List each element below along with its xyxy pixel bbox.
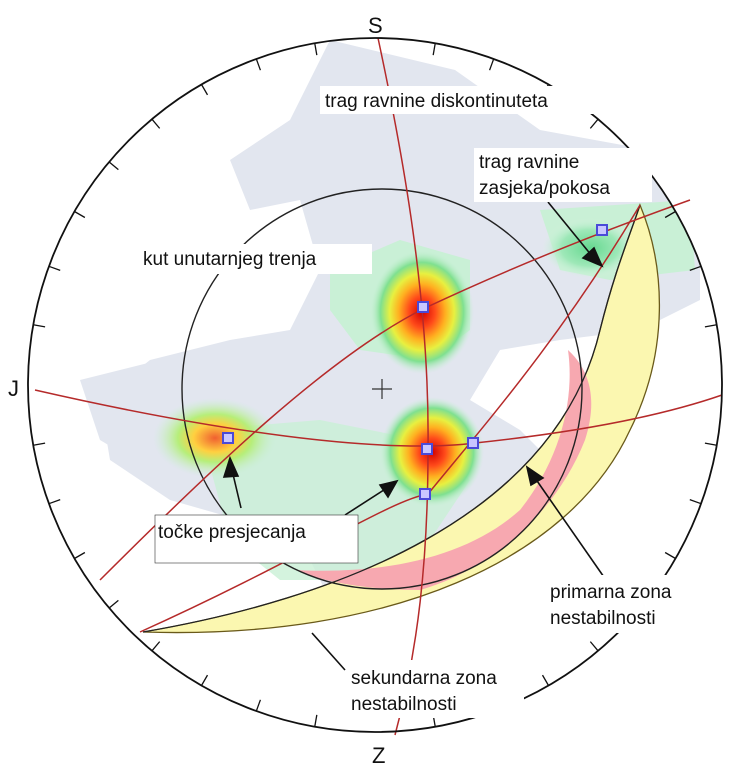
azimuth-tick (314, 43, 318, 56)
azimuth-tick (48, 265, 61, 272)
secondary-zone-label-line2: nestabilnosti (351, 694, 457, 715)
friction-angle-circle (181, 188, 583, 590)
intersection-marker (596, 224, 608, 236)
arrow-head-icon (222, 455, 240, 478)
azimuth-tick (74, 551, 86, 560)
intersection-marker (421, 443, 433, 455)
azimuth-tick (314, 714, 318, 727)
slope-trace-inner (142, 204, 641, 633)
pointer-arrows (222, 201, 607, 671)
primary-zone-label-line2: nestabilnosti (550, 608, 656, 629)
primary-zone-label-line1: primarna zona (550, 582, 672, 603)
intersection-marker (467, 437, 479, 449)
primary-instability-zone (296, 350, 592, 590)
intersection-marker (222, 432, 234, 444)
intersection-marker (417, 301, 429, 313)
azimuth-tick (255, 699, 262, 712)
azimuth-tick (589, 641, 599, 652)
intersections-label: točke presjecanja (158, 522, 306, 543)
azimuth-tick (151, 118, 161, 129)
slope-trace-label-line1: trag ravnine (479, 152, 579, 173)
secondary-zone-label-line1: sekundarna zona (351, 668, 497, 689)
azimuth-tick (33, 324, 46, 328)
azimuth-tick (200, 674, 209, 686)
azimuth-tick (541, 674, 550, 686)
slope-trace-label-line2: zasjeka/pokosa (479, 178, 610, 199)
arrow-head-icon (581, 246, 604, 268)
azimuth-tick (664, 210, 676, 219)
great-circles (34, 37, 723, 736)
azimuth-tick (74, 210, 86, 219)
azimuth-tick (689, 498, 702, 505)
arrow-head-icon (525, 465, 545, 487)
azimuth-tick (704, 324, 717, 328)
azimuth-tick (151, 641, 161, 652)
azimuth-tick (689, 265, 702, 272)
plus-icon (372, 379, 392, 399)
primitive-circle (27, 37, 723, 733)
azimuth-tick (432, 43, 436, 56)
discontinuity-trace-label: trag ravnine diskontinuteta (325, 91, 548, 112)
arrow-head-icon (378, 479, 399, 499)
azimuth-tick (664, 551, 676, 560)
intersection-marker (419, 488, 431, 500)
compass-south-label: Z (372, 743, 385, 763)
friction-angle-label: kut unutarnjeg trenja (143, 249, 317, 270)
azimuth-tick (200, 84, 209, 96)
azimuth-tick (589, 118, 599, 129)
azimuth-tick (108, 599, 119, 609)
azimuth-tick (33, 442, 46, 446)
compass-west-label: J (8, 376, 19, 401)
azimuth-tick (108, 161, 119, 171)
intersection-markers (222, 224, 608, 500)
azimuth-tick (488, 58, 495, 71)
azimuth-tick (48, 498, 61, 505)
compass-north-label: S (368, 13, 383, 38)
azimuth-tick (704, 442, 717, 446)
azimuth-tick (255, 58, 262, 71)
